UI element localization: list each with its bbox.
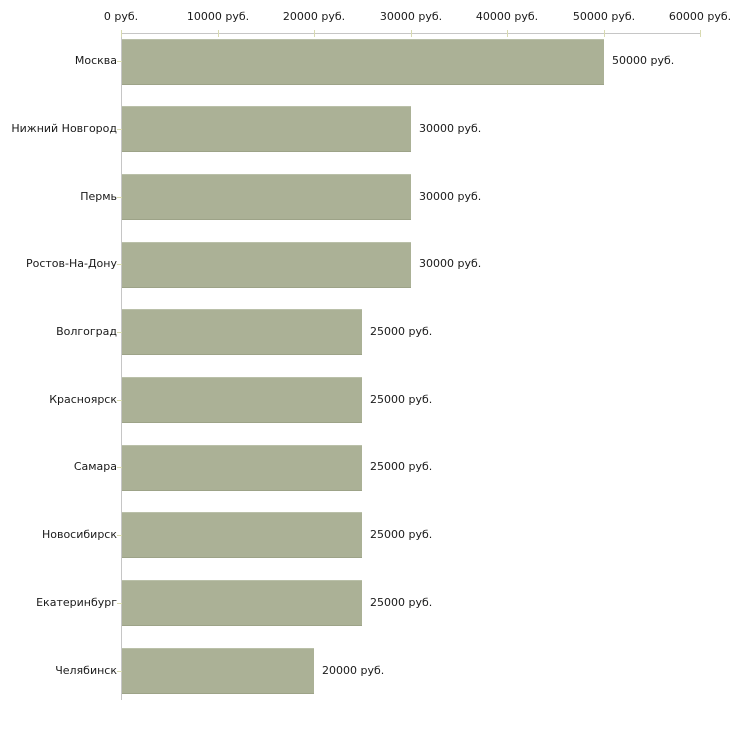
value-label: 25000 руб. xyxy=(370,528,433,541)
y-axis-tick-mark xyxy=(117,264,123,265)
y-axis-tick-mark xyxy=(117,400,123,401)
bar xyxy=(122,580,362,626)
x-axis-tick-mark xyxy=(507,30,508,37)
value-label: 30000 руб. xyxy=(419,122,482,135)
x-axis-tick-mark xyxy=(604,30,605,37)
category-label: Красноярск xyxy=(49,393,117,406)
value-label: 50000 руб. xyxy=(612,54,675,67)
category-label: Москва xyxy=(74,54,117,67)
bar xyxy=(122,445,362,491)
x-axis-tick-label: 60000 руб. xyxy=(668,10,730,23)
x-axis-tick-label: 0 руб. xyxy=(103,10,139,23)
category-label: Новосибирск xyxy=(41,528,117,541)
category-label: Нижний Новгород xyxy=(11,122,117,135)
x-axis-tick-mark xyxy=(411,30,412,37)
bar xyxy=(122,39,604,85)
category-label: Волгоград xyxy=(56,325,117,338)
value-label: 30000 руб. xyxy=(419,257,482,270)
x-axis-tick-label: 50000 руб. xyxy=(572,10,636,23)
value-label: 25000 руб. xyxy=(370,393,433,406)
x-axis-tick-mark xyxy=(121,30,122,37)
category-label: Самара xyxy=(73,460,117,473)
bar xyxy=(122,242,411,288)
bar xyxy=(122,174,411,220)
y-axis-tick-mark xyxy=(117,467,123,468)
value-label: 25000 руб. xyxy=(370,596,433,609)
x-axis-tick-mark xyxy=(218,30,219,37)
bar xyxy=(122,377,362,423)
y-axis-line xyxy=(121,33,122,700)
value-label: 25000 руб. xyxy=(370,460,433,473)
y-axis-tick-mark xyxy=(117,603,123,604)
category-label: Екатеринбург xyxy=(36,596,117,609)
value-label: 25000 руб. xyxy=(370,325,433,338)
y-axis-tick-mark xyxy=(117,332,123,333)
x-axis-tick-mark xyxy=(314,30,315,37)
y-axis-tick-mark xyxy=(117,535,123,536)
y-axis-tick-mark xyxy=(117,61,123,62)
y-axis-tick-mark xyxy=(117,197,123,198)
x-axis-tick-label: 20000 руб. xyxy=(282,10,346,23)
bar xyxy=(122,512,362,558)
bar xyxy=(122,106,411,152)
category-label: Челябинск xyxy=(55,664,117,677)
value-label: 20000 руб. xyxy=(322,664,385,677)
bar xyxy=(122,648,314,694)
value-label: 30000 руб. xyxy=(419,190,482,203)
y-axis-tick-mark xyxy=(117,671,123,672)
x-axis-tick-label: 40000 руб. xyxy=(475,10,539,23)
x-axis-tick-label: 30000 руб. xyxy=(379,10,443,23)
bar xyxy=(122,309,362,355)
category-label: Ростов-На-Дону xyxy=(25,257,117,270)
y-axis-tick-mark xyxy=(117,129,123,130)
x-axis-tick-mark xyxy=(700,30,701,37)
x-axis-tick-label: 10000 руб. xyxy=(186,10,250,23)
category-label: Пермь xyxy=(80,190,117,203)
